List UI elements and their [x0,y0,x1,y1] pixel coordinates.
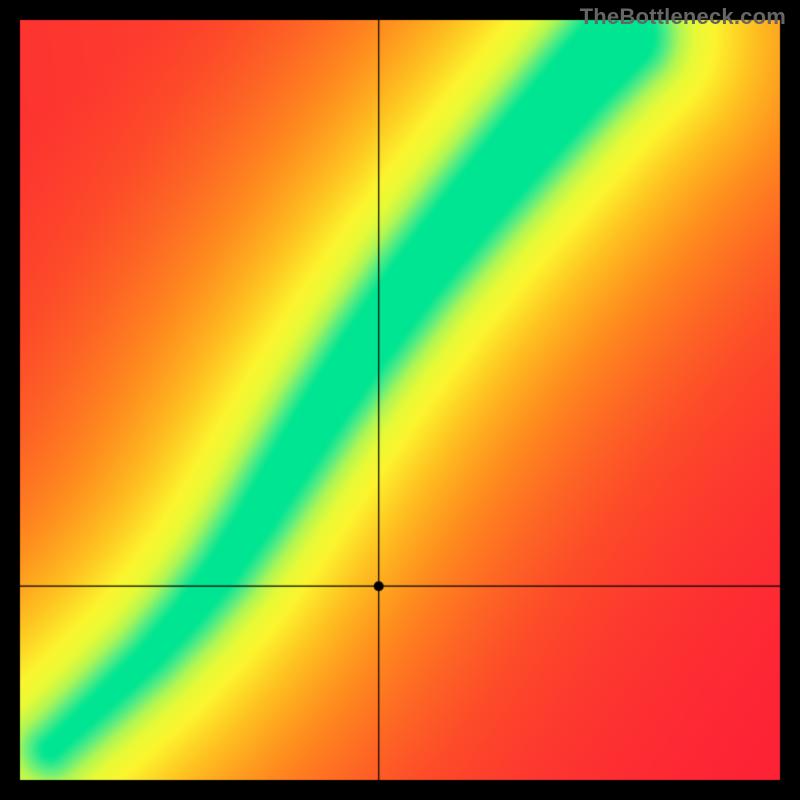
watermark-text: TheBottleneck.com [580,4,786,30]
bottleneck-heatmap [0,0,800,800]
